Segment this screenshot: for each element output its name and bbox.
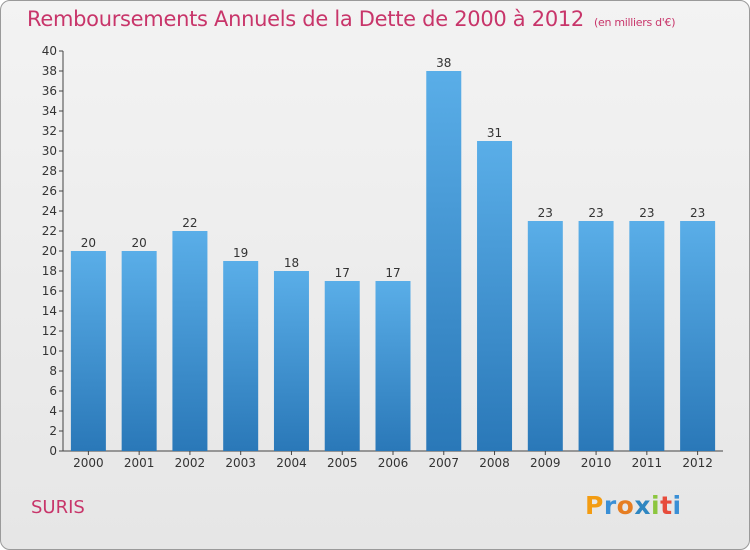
logo-letter: t xyxy=(660,491,673,520)
logo-letter: i xyxy=(672,491,682,520)
chart-title-text: Remboursements Annuels de la Dette de 20… xyxy=(27,7,584,31)
y-tick-label: 26 xyxy=(42,184,57,198)
y-tick-label: 2 xyxy=(49,424,57,438)
bar-2004 xyxy=(273,271,309,451)
y-tick-label: 0 xyxy=(49,444,57,458)
data-labels: 20 20 22 19 18 17 17 38 31 23 23 23 23 xyxy=(81,56,706,280)
y-tick-label: 24 xyxy=(42,204,57,218)
logo-letter: o xyxy=(616,491,635,520)
x-tick-label: 2010 xyxy=(581,456,612,470)
logo-letter: r xyxy=(603,491,617,520)
data-label-2003: 19 xyxy=(233,246,248,260)
y-tick-label: 30 xyxy=(42,144,57,158)
x-tick-label: 2008 xyxy=(479,456,510,470)
x-tick-label: 2002 xyxy=(175,456,206,470)
data-label-2008: 31 xyxy=(487,126,502,140)
x-tick-label: 2005 xyxy=(327,456,358,470)
y-tick-label: 8 xyxy=(49,364,57,378)
data-label-2011: 23 xyxy=(639,206,654,220)
y-tick-label: 14 xyxy=(42,304,57,318)
data-label-2000: 20 xyxy=(81,236,96,250)
y-tick-label: 34 xyxy=(42,104,57,118)
x-tick-label: 2012 xyxy=(682,456,713,470)
bar-2009 xyxy=(527,221,563,451)
data-label-2004: 18 xyxy=(284,256,299,270)
x-tick-label: 2001 xyxy=(124,456,155,470)
x-tick-label: 2011 xyxy=(632,456,663,470)
y-tick-label: 40 xyxy=(42,44,57,58)
y-tick-label: 4 xyxy=(49,404,57,418)
data-label-2001: 20 xyxy=(132,236,147,250)
bar-2011 xyxy=(629,221,665,451)
proxiti-logo: Proxiti xyxy=(585,491,682,520)
y-tick-label: 20 xyxy=(42,244,57,258)
bar-2000 xyxy=(70,251,106,451)
bar-2006 xyxy=(375,281,411,451)
data-label-2007: 38 xyxy=(436,56,451,70)
bars xyxy=(70,71,716,451)
logo-letter: i xyxy=(651,491,661,520)
y-tick-label: 18 xyxy=(42,264,57,278)
chart-subtitle: (en milliers d'€) xyxy=(594,16,676,29)
x-tick-label: 2009 xyxy=(530,456,561,470)
data-label-2010: 23 xyxy=(588,206,603,220)
x-tick-label: 2007 xyxy=(428,456,459,470)
y-tick-label: 22 xyxy=(42,224,57,238)
data-label-2005: 17 xyxy=(335,266,350,280)
x-tick-label: 2004 xyxy=(276,456,307,470)
y-tick-label: 6 xyxy=(49,384,57,398)
y-tick-label: 32 xyxy=(42,124,57,138)
axes: 0246810121416182022242628303234363840200… xyxy=(42,44,723,470)
data-label-2012: 23 xyxy=(690,206,705,220)
y-tick-label: 10 xyxy=(42,344,57,358)
y-tick-label: 36 xyxy=(42,84,57,98)
x-tick-label: 2000 xyxy=(73,456,104,470)
bar-2005 xyxy=(324,281,360,451)
bar-2003 xyxy=(223,261,259,451)
x-tick-label: 2003 xyxy=(225,456,256,470)
y-tick-label: 16 xyxy=(42,284,57,298)
logo-letter: x xyxy=(634,491,651,520)
chart-title: Remboursements Annuels de la Dette de 20… xyxy=(27,7,675,31)
bar-2007 xyxy=(426,71,462,451)
x-tick-label: 2006 xyxy=(378,456,409,470)
y-tick-label: 12 xyxy=(42,324,57,338)
data-label-2006: 17 xyxy=(385,266,400,280)
logo-letter: P xyxy=(585,491,604,520)
bar-2008 xyxy=(477,141,513,451)
bar-2002 xyxy=(172,231,208,451)
data-label-2009: 23 xyxy=(538,206,553,220)
commune-name: SURIS xyxy=(31,497,85,518)
bar-2012 xyxy=(680,221,716,451)
data-label-2002: 22 xyxy=(182,216,197,230)
y-tick-label: 38 xyxy=(42,64,57,78)
bar-2010 xyxy=(578,221,614,451)
y-tick-label: 28 xyxy=(42,164,57,178)
bar-2001 xyxy=(121,251,157,451)
